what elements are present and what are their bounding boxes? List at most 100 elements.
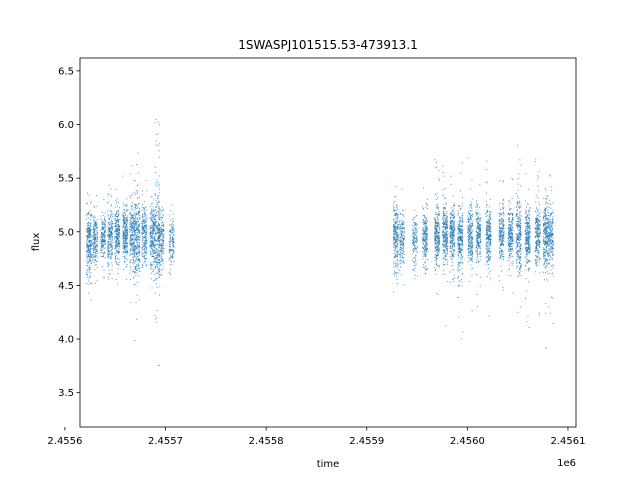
data-point xyxy=(468,221,470,223)
data-point xyxy=(149,213,151,215)
data-point xyxy=(135,237,137,239)
data-point xyxy=(468,232,470,234)
data-point xyxy=(144,236,146,238)
data-point xyxy=(396,241,398,243)
data-point xyxy=(452,219,454,221)
data-point xyxy=(152,227,154,229)
data-point xyxy=(144,223,146,225)
data-point xyxy=(459,232,461,234)
data-point xyxy=(129,225,131,227)
data-point xyxy=(467,231,469,233)
data-point xyxy=(90,256,92,258)
data-point xyxy=(470,210,472,212)
data-point xyxy=(171,249,173,251)
data-point xyxy=(450,228,452,229)
data-point xyxy=(151,227,153,229)
data-point xyxy=(142,264,144,266)
data-point xyxy=(158,150,160,152)
data-point xyxy=(462,220,464,222)
data-point xyxy=(162,235,164,237)
data-point xyxy=(449,245,451,246)
data-point xyxy=(160,250,162,252)
data-point xyxy=(116,216,118,218)
data-point xyxy=(151,232,153,234)
data-point xyxy=(422,230,424,232)
data-point xyxy=(103,219,105,221)
data-point xyxy=(152,245,154,247)
data-point xyxy=(425,242,427,244)
data-point xyxy=(154,318,156,320)
data-point xyxy=(403,250,405,252)
data-point xyxy=(86,274,88,276)
data-point xyxy=(151,196,153,198)
data-point xyxy=(107,256,109,258)
data-point xyxy=(129,248,131,250)
data-point xyxy=(163,233,165,235)
data-point xyxy=(110,234,112,236)
data-point xyxy=(442,172,444,174)
data-point xyxy=(413,240,415,242)
data-point xyxy=(458,231,460,233)
data-point xyxy=(101,220,103,222)
data-point xyxy=(425,247,427,249)
data-point xyxy=(138,258,140,260)
data-point xyxy=(122,225,124,227)
data-point xyxy=(426,229,428,231)
data-point xyxy=(101,227,103,229)
data-point xyxy=(126,232,128,234)
data-point xyxy=(423,240,425,242)
data-point xyxy=(414,231,416,233)
data-point xyxy=(476,253,478,255)
data-point xyxy=(451,226,453,228)
data-point xyxy=(461,242,463,244)
data-point xyxy=(402,244,404,246)
data-point xyxy=(396,241,398,243)
data-point xyxy=(436,222,438,224)
data-point xyxy=(396,223,398,225)
data-point xyxy=(126,246,128,248)
data-point xyxy=(134,245,136,247)
data-point xyxy=(459,239,461,241)
data-point xyxy=(150,263,152,265)
data-point xyxy=(123,220,125,222)
data-point xyxy=(447,248,449,250)
data-point xyxy=(460,208,462,210)
data-point xyxy=(134,231,136,233)
data-point xyxy=(151,239,153,241)
data-point xyxy=(154,267,156,269)
data-point xyxy=(153,218,155,220)
data-point xyxy=(450,240,452,242)
data-point xyxy=(426,241,428,243)
data-point xyxy=(437,226,439,228)
data-point xyxy=(151,236,153,238)
data-point xyxy=(138,242,140,243)
data-point xyxy=(115,237,117,239)
data-point xyxy=(119,228,121,230)
data-point xyxy=(115,219,117,221)
data-point xyxy=(157,260,159,262)
data-point xyxy=(88,222,90,224)
data-point xyxy=(457,244,459,246)
data-point xyxy=(159,269,161,271)
data-point xyxy=(89,272,91,274)
data-point xyxy=(131,262,133,264)
data-point xyxy=(461,249,462,251)
data-point xyxy=(442,215,444,217)
data-point xyxy=(442,230,444,232)
data-point xyxy=(119,243,121,245)
data-point xyxy=(479,250,481,252)
data-point xyxy=(423,229,425,231)
data-point xyxy=(156,211,158,213)
data-point xyxy=(115,206,117,208)
data-point xyxy=(134,193,136,195)
data-point xyxy=(467,255,469,257)
data-point xyxy=(118,264,120,266)
data-point xyxy=(172,228,173,230)
data-point xyxy=(434,259,436,261)
data-point xyxy=(155,200,157,202)
data-point xyxy=(158,264,160,266)
data-point xyxy=(161,229,163,231)
data-point xyxy=(412,218,414,220)
data-point xyxy=(119,246,121,248)
data-point xyxy=(446,237,448,239)
